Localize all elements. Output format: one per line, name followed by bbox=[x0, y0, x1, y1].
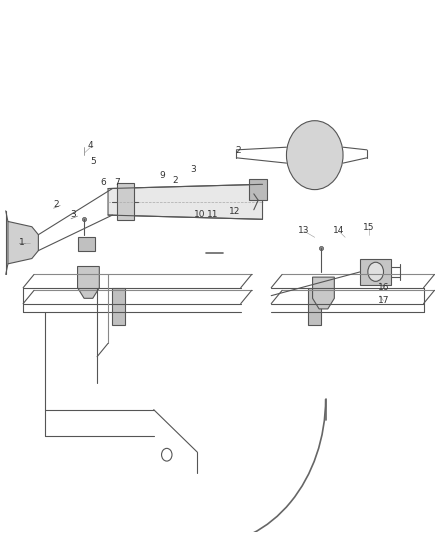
Text: 5: 5 bbox=[90, 157, 95, 166]
Text: 7: 7 bbox=[114, 178, 120, 187]
Text: 6: 6 bbox=[101, 178, 106, 187]
Text: 2: 2 bbox=[53, 200, 59, 209]
Polygon shape bbox=[313, 277, 334, 309]
Circle shape bbox=[286, 120, 343, 190]
Bar bbox=[250, 179, 267, 200]
Polygon shape bbox=[78, 266, 99, 298]
Text: 10: 10 bbox=[194, 210, 205, 219]
Text: 15: 15 bbox=[364, 223, 375, 232]
Text: 17: 17 bbox=[378, 296, 389, 305]
Bar bbox=[308, 288, 321, 325]
Bar bbox=[113, 288, 125, 325]
Bar bbox=[360, 259, 391, 285]
Text: 16: 16 bbox=[378, 283, 389, 292]
Text: 4: 4 bbox=[88, 141, 93, 150]
Text: 9: 9 bbox=[159, 171, 165, 180]
Bar bbox=[78, 237, 95, 251]
Text: 3: 3 bbox=[190, 166, 196, 174]
Text: 1: 1 bbox=[19, 238, 25, 247]
Polygon shape bbox=[108, 184, 262, 219]
Text: 2: 2 bbox=[173, 176, 178, 185]
Circle shape bbox=[368, 262, 384, 281]
Text: 11: 11 bbox=[207, 210, 218, 219]
Text: 2: 2 bbox=[236, 147, 241, 156]
Text: 12: 12 bbox=[229, 207, 240, 216]
Polygon shape bbox=[8, 221, 39, 264]
Text: 14: 14 bbox=[333, 227, 344, 236]
Text: 13: 13 bbox=[298, 227, 310, 236]
Text: 3: 3 bbox=[71, 210, 76, 219]
Bar bbox=[117, 183, 134, 220]
Circle shape bbox=[162, 448, 172, 461]
